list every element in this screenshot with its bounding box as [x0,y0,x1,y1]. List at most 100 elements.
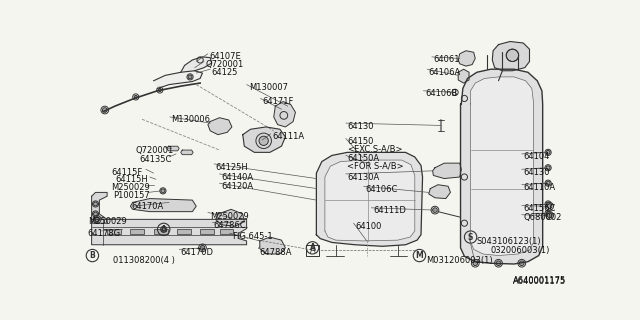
Circle shape [546,166,550,170]
Bar [220,228,234,234]
Text: M250029: M250029 [88,217,127,226]
Bar [177,228,191,234]
Text: 64178G: 64178G [88,229,121,238]
Polygon shape [316,152,422,246]
Circle shape [102,108,107,112]
Polygon shape [274,101,296,127]
Text: 64115H: 64115H [116,175,148,184]
Text: 64125: 64125 [212,68,238,77]
Bar [107,228,121,234]
Text: A640001175: A640001175 [513,277,566,286]
Text: A: A [310,246,316,255]
Circle shape [547,213,552,218]
Bar [154,228,168,234]
Circle shape [473,261,477,266]
Circle shape [547,204,552,209]
Polygon shape [492,42,529,71]
Polygon shape [92,192,107,223]
Polygon shape [325,160,415,241]
Text: 64110A: 64110A [524,183,556,192]
Text: 64061: 64061 [433,55,460,64]
Circle shape [158,88,161,92]
Text: 64170D: 64170D [180,248,214,257]
Polygon shape [433,163,461,179]
Polygon shape [216,209,244,226]
Text: A640001175: A640001175 [513,276,566,284]
Circle shape [93,202,97,206]
Text: 64100: 64100 [355,222,381,231]
Circle shape [134,95,138,99]
Bar [131,228,145,234]
Circle shape [496,261,501,266]
Polygon shape [429,185,451,198]
Text: 64135C: 64135C [140,156,172,164]
Text: 64130A: 64130A [348,173,380,182]
Text: M130006: M130006 [172,116,211,124]
Polygon shape [458,69,469,83]
Text: 64125H: 64125H [216,163,248,172]
Polygon shape [208,118,232,135]
Text: <FOR S-A/B>: <FOR S-A/B> [348,162,404,171]
Text: 64106C: 64106C [365,185,397,194]
Circle shape [506,49,518,61]
Text: 032006003(1): 032006003(1) [491,246,550,255]
Text: <EXC.S-A/B>: <EXC.S-A/B> [348,145,403,154]
Polygon shape [243,127,285,152]
Text: 64111A: 64111A [272,132,305,141]
Text: 64111D: 64111D [373,206,406,215]
Text: M: M [415,251,423,260]
Circle shape [95,217,99,222]
Text: M130007: M130007 [249,83,288,92]
Text: 64106A: 64106A [429,68,461,77]
Polygon shape [131,198,196,212]
Polygon shape [167,146,179,151]
Text: 64788A: 64788A [260,248,292,257]
Text: 64104: 64104 [524,152,550,161]
Circle shape [433,208,437,212]
Circle shape [546,150,550,154]
Text: 64140A: 64140A [221,173,253,182]
Text: 64170A: 64170A [131,202,163,211]
Text: 64171F: 64171F [262,97,294,106]
Text: 64130: 64130 [524,168,550,177]
Text: M250029: M250029 [210,212,249,221]
Text: M031206003(1): M031206003(1) [426,256,492,265]
Text: 64115F: 64115F [111,168,142,177]
Text: M250029: M250029 [111,183,150,192]
Bar [307,245,319,256]
Polygon shape [92,219,246,245]
Text: S043106123(1): S043106123(1) [477,237,541,246]
Circle shape [520,261,524,266]
Text: B: B [90,251,95,260]
Bar [200,228,214,234]
Text: 64130: 64130 [348,122,374,131]
Polygon shape [461,69,543,264]
Polygon shape [180,57,212,72]
Circle shape [188,75,192,79]
Text: 64120A: 64120A [221,182,253,191]
Text: 64786C: 64786C [213,221,246,230]
Circle shape [161,189,165,193]
Circle shape [200,245,205,250]
Text: 64106B: 64106B [425,89,457,98]
Text: FIG.645-1: FIG.645-1 [232,232,273,241]
Polygon shape [260,237,285,254]
Polygon shape [458,51,476,66]
Text: Q720001: Q720001 [205,60,244,69]
Text: P100157: P100157 [113,191,150,200]
Text: 011308200(4 ): 011308200(4 ) [113,256,175,265]
Text: S: S [468,233,474,242]
Circle shape [546,181,550,185]
Text: 64156C: 64156C [524,204,556,213]
Text: A: A [310,243,316,252]
Text: 64107E: 64107E [209,52,241,61]
Circle shape [546,211,550,215]
Text: Q720001: Q720001 [136,146,174,155]
Circle shape [93,212,97,216]
Text: 64150A: 64150A [348,154,380,163]
Circle shape [162,228,166,231]
Circle shape [259,136,268,145]
Text: 64150: 64150 [348,137,374,146]
Circle shape [546,202,550,206]
Polygon shape [154,71,202,88]
